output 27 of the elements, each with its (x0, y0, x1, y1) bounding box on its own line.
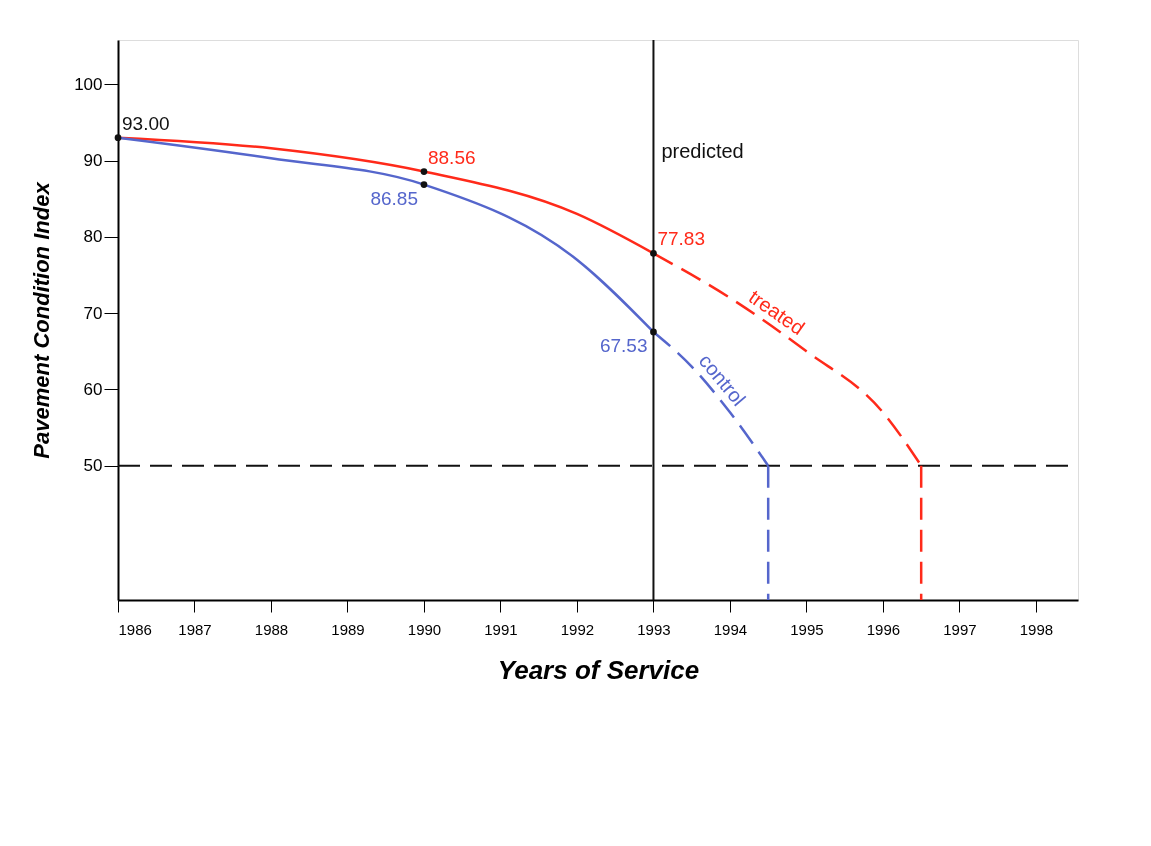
x-tick-label: 1993 (637, 620, 671, 638)
x-tick-label: 1990 (407, 620, 442, 638)
x-tick-label: 1992 (560, 620, 595, 638)
y-tick-label: 50 (83, 456, 103, 476)
x-tick-label: 1986 (118, 620, 152, 638)
data-label: 67.53 (599, 334, 648, 356)
y-tick-label: 100 (74, 74, 103, 94)
data-label: 77.83 (657, 228, 706, 250)
y-tick-label: 70 (83, 303, 103, 323)
y-tick-label: 80 (83, 227, 103, 247)
x-tick-label: 1995 (790, 620, 824, 638)
x-tick-label: 1997 (943, 620, 977, 638)
data-label: 93.00 (122, 112, 170, 134)
data-label: 88.56 (427, 146, 476, 168)
x-tick-label: 1987 (178, 620, 212, 638)
x-tick-label: 1989 (331, 620, 365, 638)
x-tick-label: 1991 (484, 620, 518, 638)
y-tick-label: 90 (83, 151, 103, 171)
y-axis-title: Pavement Condition Index (29, 181, 55, 459)
x-tick-label: 1996 (866, 620, 901, 638)
x-axis-title: Years of Service (497, 654, 700, 685)
x-tick-label: 1998 (1019, 620, 1054, 638)
ref-line-label: predicted (661, 140, 744, 162)
x-tick-label: 1988 (254, 620, 289, 638)
data-label: 86.85 (370, 187, 418, 209)
y-tick-label: 60 (83, 379, 103, 399)
x-tick-label: 1994 (713, 620, 748, 638)
